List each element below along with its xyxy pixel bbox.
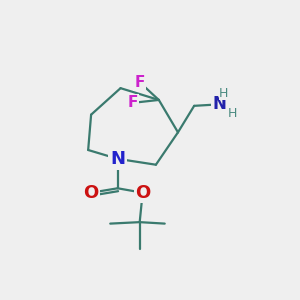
Text: O: O bbox=[135, 184, 150, 202]
Text: H: H bbox=[219, 87, 228, 100]
Text: N: N bbox=[110, 150, 125, 168]
Text: F: F bbox=[134, 75, 145, 90]
Text: H: H bbox=[228, 107, 237, 120]
Text: F: F bbox=[127, 95, 137, 110]
Text: N: N bbox=[212, 95, 226, 113]
Text: O: O bbox=[83, 184, 99, 202]
